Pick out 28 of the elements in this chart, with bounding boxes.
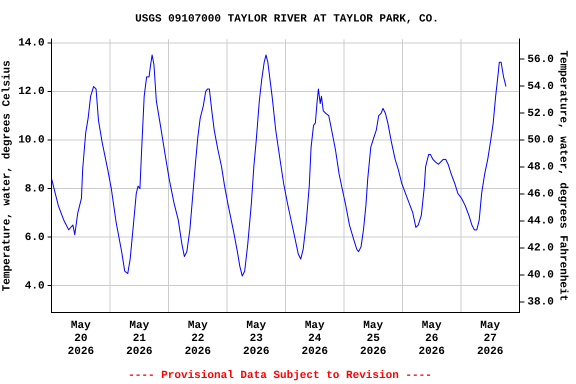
y2-tick-label: 44.0: [527, 216, 554, 228]
y-tick-label: 12.0: [18, 86, 45, 98]
y2-tick-label: 42.0: [527, 242, 554, 255]
chart-title: USGS 09107000 TAYLOR RIVER AT TAYLOR PARK, CO.: [135, 13, 439, 26]
y2-tick-label: 52.0: [527, 108, 554, 120]
y2-tick-label: 54.0: [527, 80, 554, 93]
y2-tick-label: 38.0: [527, 296, 554, 309]
x-tick-label: May 22 2026: [184, 320, 211, 358]
x-tick-label: May 20 2026: [68, 320, 94, 358]
y-tick-label: 10.0: [18, 134, 45, 147]
y2-axis-title: Temperature, water, degrees Fahrenheit: [556, 50, 569, 302]
x-tick-label: May 26 2026: [418, 320, 445, 358]
y-tick-label: 4.0: [24, 280, 45, 292]
x-tick-label: May 27 2026: [476, 320, 504, 358]
y2-tick-label: 46.0: [527, 188, 554, 201]
y-tick-label: 6.0: [24, 232, 45, 244]
y2-tick-label: 56.0: [527, 54, 554, 66]
y-tick-label: 8.0: [24, 183, 45, 196]
x-tick-label: May 23 2026: [243, 320, 270, 358]
x-tick-label: May 24 2026: [302, 320, 328, 358]
y2-tick-label: 50.0: [527, 134, 554, 147]
y-axis-title: Temperature, water, degrees Celsius: [1, 60, 14, 292]
y-tick-label: 14.0: [18, 38, 45, 50]
x-tick-label: May 21 2026: [126, 320, 153, 358]
y2-tick-label: 48.0: [527, 162, 554, 174]
x-tick-label: May 25 2026: [360, 320, 386, 358]
y2-tick-label: 40.0: [527, 270, 554, 282]
text: ---- Provisional Data Subject to Revision ----: [128, 370, 432, 382]
